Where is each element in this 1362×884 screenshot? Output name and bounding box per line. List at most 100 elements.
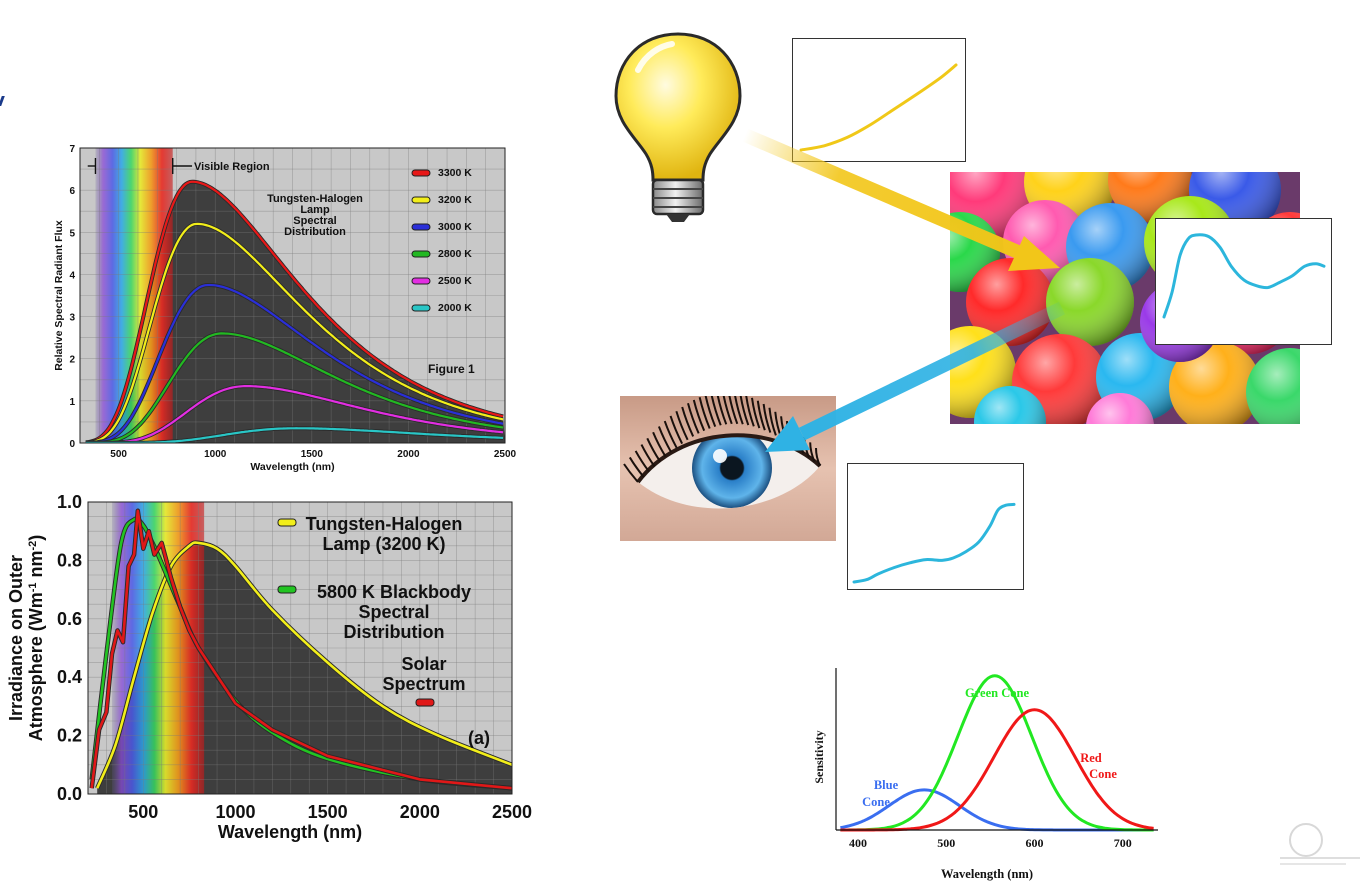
balloon-shading — [1169, 341, 1261, 424]
institution-logo — [1280, 823, 1360, 865]
legend-swatch — [411, 277, 431, 285]
eyelash — [739, 396, 750, 426]
blue-cone-label: Cone — [862, 795, 890, 809]
chart-title-line: Lamp — [300, 204, 330, 216]
inset-curve — [799, 63, 958, 152]
panel-label: (a) — [468, 728, 490, 748]
eyelash — [756, 400, 766, 431]
series-line-green-cone — [840, 674, 1154, 832]
x-tick-label: 400 — [849, 836, 867, 850]
green-cone-label: Green Cone — [965, 686, 1029, 700]
y-axis-label-line2: Atmosphere (Wm-1 nm-2) — [26, 535, 46, 742]
legend-label: Solar — [401, 654, 446, 674]
x-tick-label: 1500 — [301, 449, 324, 460]
plot-frame — [87, 501, 513, 795]
lamp-spectrum-inset — [792, 38, 966, 162]
eyelash — [640, 444, 656, 468]
plot-frame — [79, 147, 506, 444]
eyelash — [698, 396, 711, 429]
legend-label: 5800 K Blackbody — [317, 582, 471, 602]
eyelash — [681, 406, 695, 437]
legend-label: 3300 K — [438, 167, 472, 179]
legend-swatch — [277, 585, 297, 594]
eyelash — [716, 396, 728, 425]
y-axis-label-part: -2 — [27, 541, 39, 551]
chart-title-line: Spectral — [293, 215, 336, 227]
legend-label: 2800 K — [438, 248, 472, 260]
x-tick-label: 2500 — [492, 802, 532, 822]
area-under-curve — [85, 181, 505, 443]
eyelash — [634, 450, 650, 473]
eye-signal-inset — [847, 463, 1024, 590]
series-line-2500k — [85, 385, 504, 443]
blue-cone-label: Blue — [874, 778, 899, 792]
y-axis-label-part: nm — [26, 550, 46, 582]
eyelash — [646, 437, 661, 463]
eyelash — [734, 396, 744, 425]
legend-label: Tungsten-Halogen — [306, 514, 463, 534]
legend-label: 3200 K — [438, 194, 472, 206]
y-tick-label: 3 — [69, 313, 75, 324]
chart-title-line: Distribution — [284, 226, 346, 238]
x-tick-label: 600 — [1025, 836, 1043, 850]
eyelash — [657, 426, 672, 453]
eyelash — [692, 399, 706, 432]
x-tick-label: 700 — [1114, 836, 1132, 850]
y-tick-label: 0 — [69, 439, 75, 450]
balloon-reflectance-inset — [1155, 218, 1332, 345]
eyelash — [815, 447, 821, 467]
legend-swatch — [411, 223, 431, 231]
figure-caption: Figure 1 — [428, 362, 475, 376]
eyelash — [722, 396, 733, 425]
series-line-2800k — [85, 332, 504, 443]
y-tick-label: 0.8 — [57, 550, 82, 570]
blue-eye-image — [620, 396, 836, 541]
eyelash — [710, 396, 722, 426]
series-line-3300k — [85, 180, 504, 443]
red-cone-label: Cone — [1089, 767, 1117, 781]
x-tick-label: 1000 — [215, 802, 255, 822]
eyelash — [745, 396, 755, 427]
legend-label: Distribution — [344, 622, 445, 642]
y-axis-label-part: -1 — [27, 583, 39, 593]
visible-region-label: Visible Region — [194, 161, 270, 173]
eyelash — [623, 463, 639, 483]
balloon-shading — [1246, 348, 1300, 424]
x-axis-label: Wavelength (nm) — [218, 822, 362, 842]
legend-swatch — [411, 250, 431, 258]
legend-label: Lamp (3200 K) — [322, 534, 445, 554]
legend-swatch — [411, 196, 431, 204]
legend-swatch — [415, 698, 435, 707]
x-tick-label: 500 — [937, 836, 955, 850]
eyelash — [628, 456, 645, 478]
eyelash — [687, 402, 700, 434]
irradiance-chart: 500 1000 1500 2000 2500 0.0 0.2 0.4 0.6 0.8 1.0 Wav… — [6, 492, 532, 842]
eyelash — [663, 420, 678, 449]
y-axis-label-part: ) — [26, 535, 46, 541]
x-tick-label: 1500 — [308, 802, 348, 822]
eyelash — [728, 396, 739, 425]
y-axis-label: Relative Spectral Radiant Flux — [53, 220, 65, 371]
y-tick-label: 2 — [69, 355, 75, 366]
legend-swatch — [411, 304, 431, 312]
legend-label: 2500 K — [438, 275, 472, 287]
red-cone-label: Red — [1080, 751, 1102, 765]
x-axis-label: Wavelength (nm) — [941, 867, 1033, 881]
eyelash — [669, 415, 684, 445]
slide-mark — [0, 96, 11, 106]
series-line — [90, 509, 512, 790]
x-axis-label: Wavelength (nm) — [250, 461, 334, 473]
balloon-shading — [1046, 258, 1134, 346]
y-tick-label: 0.6 — [57, 609, 82, 629]
legend-label: Spectrum — [382, 674, 465, 694]
series-line-3200k — [85, 222, 504, 443]
legend-swatch — [277, 518, 297, 527]
legend-label: 2000 K — [438, 302, 472, 314]
eyelash — [652, 431, 667, 458]
y-tick-label: 6 — [69, 186, 75, 197]
eyelash — [675, 410, 689, 441]
x-tick-label: 2000 — [397, 449, 420, 460]
y-tick-label: 0.0 — [57, 784, 82, 804]
balloon-shading — [1086, 393, 1154, 424]
y-axis-label-line1: Irradiance on Outer — [6, 555, 26, 721]
